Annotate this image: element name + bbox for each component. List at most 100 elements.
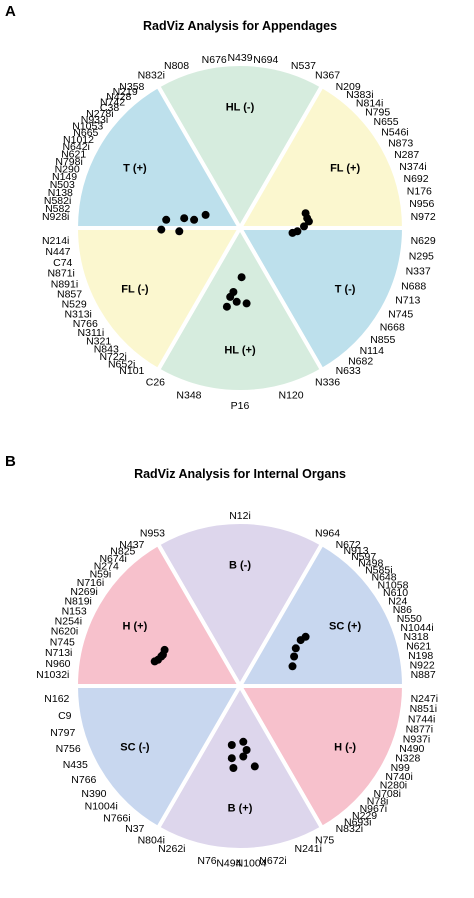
anchor-label: N24 bbox=[388, 596, 407, 608]
panel-b-sector-labels: B (-) SC (+) H (-) B (+) SC (-) H (+) bbox=[120, 560, 361, 815]
anchor-label: N665 bbox=[73, 127, 98, 139]
anchor-label: N37 bbox=[125, 823, 144, 835]
anchor-label: N209 bbox=[336, 81, 361, 93]
anchor-label: N913 bbox=[344, 545, 369, 557]
anchor-label: N439 bbox=[227, 52, 252, 64]
anchor-label: N1053 bbox=[72, 121, 103, 133]
anchor-label: N672i bbox=[259, 855, 286, 867]
sector-label: SC (-) bbox=[120, 742, 150, 754]
anchor-label: N120 bbox=[279, 390, 304, 402]
anchor-label: N358 bbox=[119, 81, 144, 93]
anchor-label: N756 bbox=[56, 743, 81, 755]
sector-label: HL (-) bbox=[226, 102, 255, 114]
anchor-label: N766i bbox=[103, 812, 130, 824]
sector-label: T (+) bbox=[123, 162, 147, 174]
anchor-label: N86 bbox=[393, 604, 412, 616]
data-point bbox=[227, 741, 236, 749]
anchor-label: N383i bbox=[346, 89, 373, 101]
panel-b-sectors bbox=[74, 520, 406, 852]
sector-wedge bbox=[156, 684, 324, 852]
data-point bbox=[242, 746, 251, 754]
anchor-label: N693i bbox=[344, 817, 371, 829]
anchor-label: N855 bbox=[370, 334, 395, 346]
anchor-label: C9 bbox=[58, 710, 72, 722]
sector-label: H (+) bbox=[123, 620, 148, 632]
data-point bbox=[291, 644, 300, 653]
anchor-label: N937i bbox=[403, 734, 430, 746]
sector-label: SC (+) bbox=[329, 620, 361, 632]
anchor-label: N447 bbox=[45, 246, 70, 258]
data-point bbox=[180, 214, 189, 223]
anchor-label: N229 bbox=[352, 810, 377, 822]
anchor-label: N280i bbox=[380, 780, 407, 792]
anchor-label: N313i bbox=[64, 309, 91, 321]
sector-wedge bbox=[238, 684, 406, 831]
anchor-label: N348 bbox=[176, 390, 201, 402]
anchor-label: N374i bbox=[399, 161, 426, 173]
anchor-label: N390 bbox=[81, 788, 106, 800]
sector-wedge bbox=[74, 83, 242, 230]
anchor-label: N176 bbox=[407, 186, 432, 198]
anchor-label: N795 bbox=[365, 106, 390, 118]
data-point bbox=[160, 645, 169, 654]
anchor-label: N75 bbox=[315, 835, 334, 847]
anchor-label: N819i bbox=[64, 596, 91, 608]
sector-label: H (-) bbox=[334, 742, 356, 754]
anchor-label: N437 bbox=[119, 539, 144, 551]
anchor-label: N318 bbox=[404, 631, 429, 643]
panel-letter-a: A bbox=[5, 3, 16, 20]
data-point bbox=[290, 652, 299, 661]
anchor-label: N668 bbox=[380, 322, 405, 334]
anchor-label: N887 bbox=[411, 669, 436, 681]
anchor-label: N672 bbox=[336, 539, 361, 551]
data-point bbox=[222, 302, 231, 311]
data-point bbox=[175, 227, 184, 236]
sector-label: B (+) bbox=[228, 802, 253, 814]
anchor-label: N808 bbox=[164, 60, 189, 72]
anchor-label: N633 bbox=[336, 365, 361, 377]
anchor-label: N503 bbox=[50, 179, 75, 191]
anchor-label: N585i bbox=[365, 564, 392, 576]
panel-b-title: RadViz Analysis for Internal Organs bbox=[134, 467, 346, 481]
data-point bbox=[229, 764, 238, 772]
anchor-label: N149 bbox=[52, 171, 77, 183]
anchor-label: N953 bbox=[140, 527, 165, 539]
data-point bbox=[304, 217, 313, 226]
anchor-label: N114 bbox=[360, 345, 384, 357]
sector-wedge bbox=[156, 520, 324, 688]
anchor-label: N832i bbox=[138, 69, 165, 81]
anchor-label: N825 bbox=[110, 546, 135, 558]
anchor-label: N321 bbox=[86, 336, 111, 348]
data-point bbox=[288, 662, 297, 671]
sector-wedge bbox=[238, 226, 406, 373]
anchor-label: N295 bbox=[409, 250, 434, 262]
panel-b-anchor-labels: N953N12iN964N672N913N597N498N585iN648N10… bbox=[36, 510, 438, 870]
anchor-label: N655 bbox=[374, 116, 399, 128]
anchor-label: N766 bbox=[71, 774, 96, 786]
anchor-label: N269i bbox=[70, 586, 97, 598]
data-point bbox=[250, 762, 259, 771]
panel-a-title: RadViz Analysis for Appendages bbox=[143, 19, 337, 33]
anchor-label: N972 bbox=[411, 211, 436, 223]
anchor-label: N262i bbox=[158, 843, 185, 855]
anchor-label: N278i bbox=[86, 108, 113, 120]
sector-label: FL (+) bbox=[330, 162, 360, 174]
data-point bbox=[157, 652, 166, 661]
anchor-label: N254i bbox=[55, 615, 82, 627]
anchor-label: N922 bbox=[410, 659, 435, 671]
anchor-label: N287 bbox=[394, 149, 419, 161]
panel-letter-b: B bbox=[5, 453, 16, 470]
anchor-label: N960 bbox=[45, 658, 70, 670]
anchor-label: N435 bbox=[63, 759, 88, 771]
anchor-label: N928i bbox=[42, 211, 69, 223]
anchor-label: N642i bbox=[62, 141, 89, 153]
anchor-label: N78i bbox=[367, 796, 389, 808]
data-point bbox=[227, 754, 236, 763]
data-point bbox=[288, 228, 297, 237]
anchor-label: N851i bbox=[410, 703, 437, 715]
sector-label: T (-) bbox=[335, 284, 356, 296]
anchor-label: N247i bbox=[411, 693, 438, 705]
anchor-label: N1004i bbox=[85, 801, 118, 813]
anchor-label: N198 bbox=[408, 650, 433, 662]
